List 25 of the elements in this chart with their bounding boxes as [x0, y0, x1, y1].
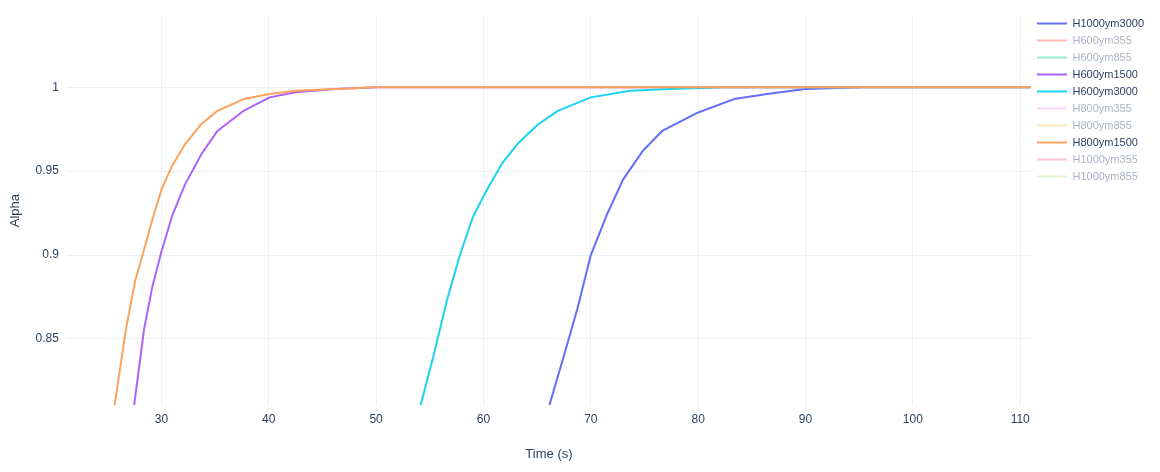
y-tick-label: 1	[52, 79, 60, 94]
y-tick-label: 0.9	[42, 247, 60, 262]
x-tick-label: 60	[476, 411, 491, 426]
legend-label: H1000ym355	[1072, 152, 1138, 165]
x-tick-label: 90	[798, 411, 813, 426]
legend-label: H800ym1500	[1072, 135, 1138, 148]
x-tick-label: 70	[584, 411, 598, 426]
y-tick-label: 0.85	[35, 331, 60, 346]
y-axis-title: Alpha	[7, 193, 23, 228]
legend-label: H600ym355	[1072, 33, 1132, 46]
x-tick-label: 110	[1010, 411, 1031, 426]
x-tick-label: 30	[154, 411, 169, 426]
x-axis-title: Time (s)	[525, 445, 573, 461]
legend-label: H1000ym3000	[1072, 16, 1145, 29]
x-tick-label: 40	[262, 411, 276, 426]
legend-label: H600ym855	[1072, 50, 1132, 63]
legend-label: H800ym855	[1072, 118, 1132, 131]
legend-label: H600ym1500	[1072, 67, 1138, 80]
legend-label: H1000ym855	[1072, 169, 1138, 182]
x-tick-label: 50	[369, 411, 384, 426]
x-tick-label: 100	[902, 411, 924, 426]
legend-label: H800ym355	[1072, 101, 1132, 114]
y-tick-label: 0.95	[35, 163, 60, 178]
legend-label: H600ym3000	[1072, 84, 1138, 97]
x-tick-label: 80	[691, 411, 706, 426]
